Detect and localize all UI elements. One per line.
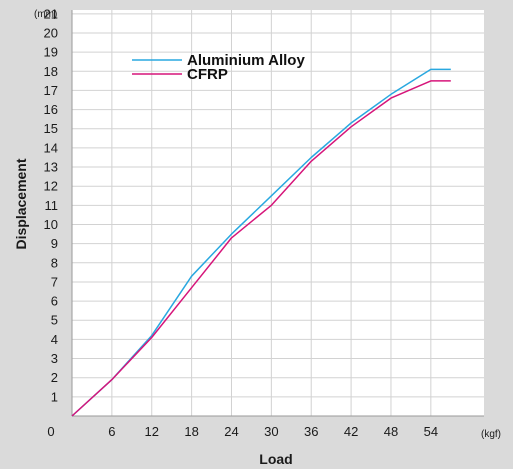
y-tick-label: 14 [44,140,58,155]
y-tick-label: 16 [44,102,58,117]
origin-label: 0 [47,424,54,439]
y-tick-label: 15 [44,121,58,136]
y-unit-label: (mm) [34,9,57,20]
legend-label: Aluminium Alloy [187,52,305,69]
x-tick-label: 24 [224,424,238,439]
x-tick-label: 48 [384,424,398,439]
x-tick-label: 42 [344,424,358,439]
y-tick-label: 5 [51,313,58,328]
y-tick-label: 18 [44,64,58,79]
legend-label: CFRP [187,66,228,83]
x-tick-label: 6 [108,424,115,439]
y-tick-label: 10 [44,217,58,232]
x-tick-label: 54 [424,424,438,439]
x-unit-label: (kgf) [481,429,501,440]
x-tick-labels: 6 12 18 24 30 36 42 48 54 [108,424,438,439]
series-line-aluminium-alloy [71,68,451,417]
y-tick-label: 4 [51,332,58,347]
x-tick-label: 18 [184,424,198,439]
series-lines [71,68,451,417]
y-tick-label: 21 [44,6,58,21]
y-tick-label: 2 [51,370,58,385]
series-line-cfrp [71,80,451,417]
y-tick-label: 19 [44,45,58,60]
x-tick-label: 12 [145,424,159,439]
x-tick-label: 30 [264,424,278,439]
y-tick-label: 9 [51,236,58,251]
y-tick-label: 7 [51,274,58,289]
y-tick-label: 1 [51,389,58,404]
y-tick-label: 17 [44,83,58,98]
y-tick-label: 11 [45,198,59,213]
y-tick-label: 13 [44,160,58,175]
y-tick-label: 20 [44,25,58,40]
y-axis-title: Displacement [13,158,29,249]
grid [72,10,484,416]
y-tick-label: 6 [51,294,58,309]
y-tick-label: 12 [44,179,58,194]
x-tick-label: 36 [304,424,318,439]
y-tick-label: 8 [51,255,58,270]
x-axis-title: Load [259,451,292,467]
y-tick-label: 3 [51,351,58,366]
